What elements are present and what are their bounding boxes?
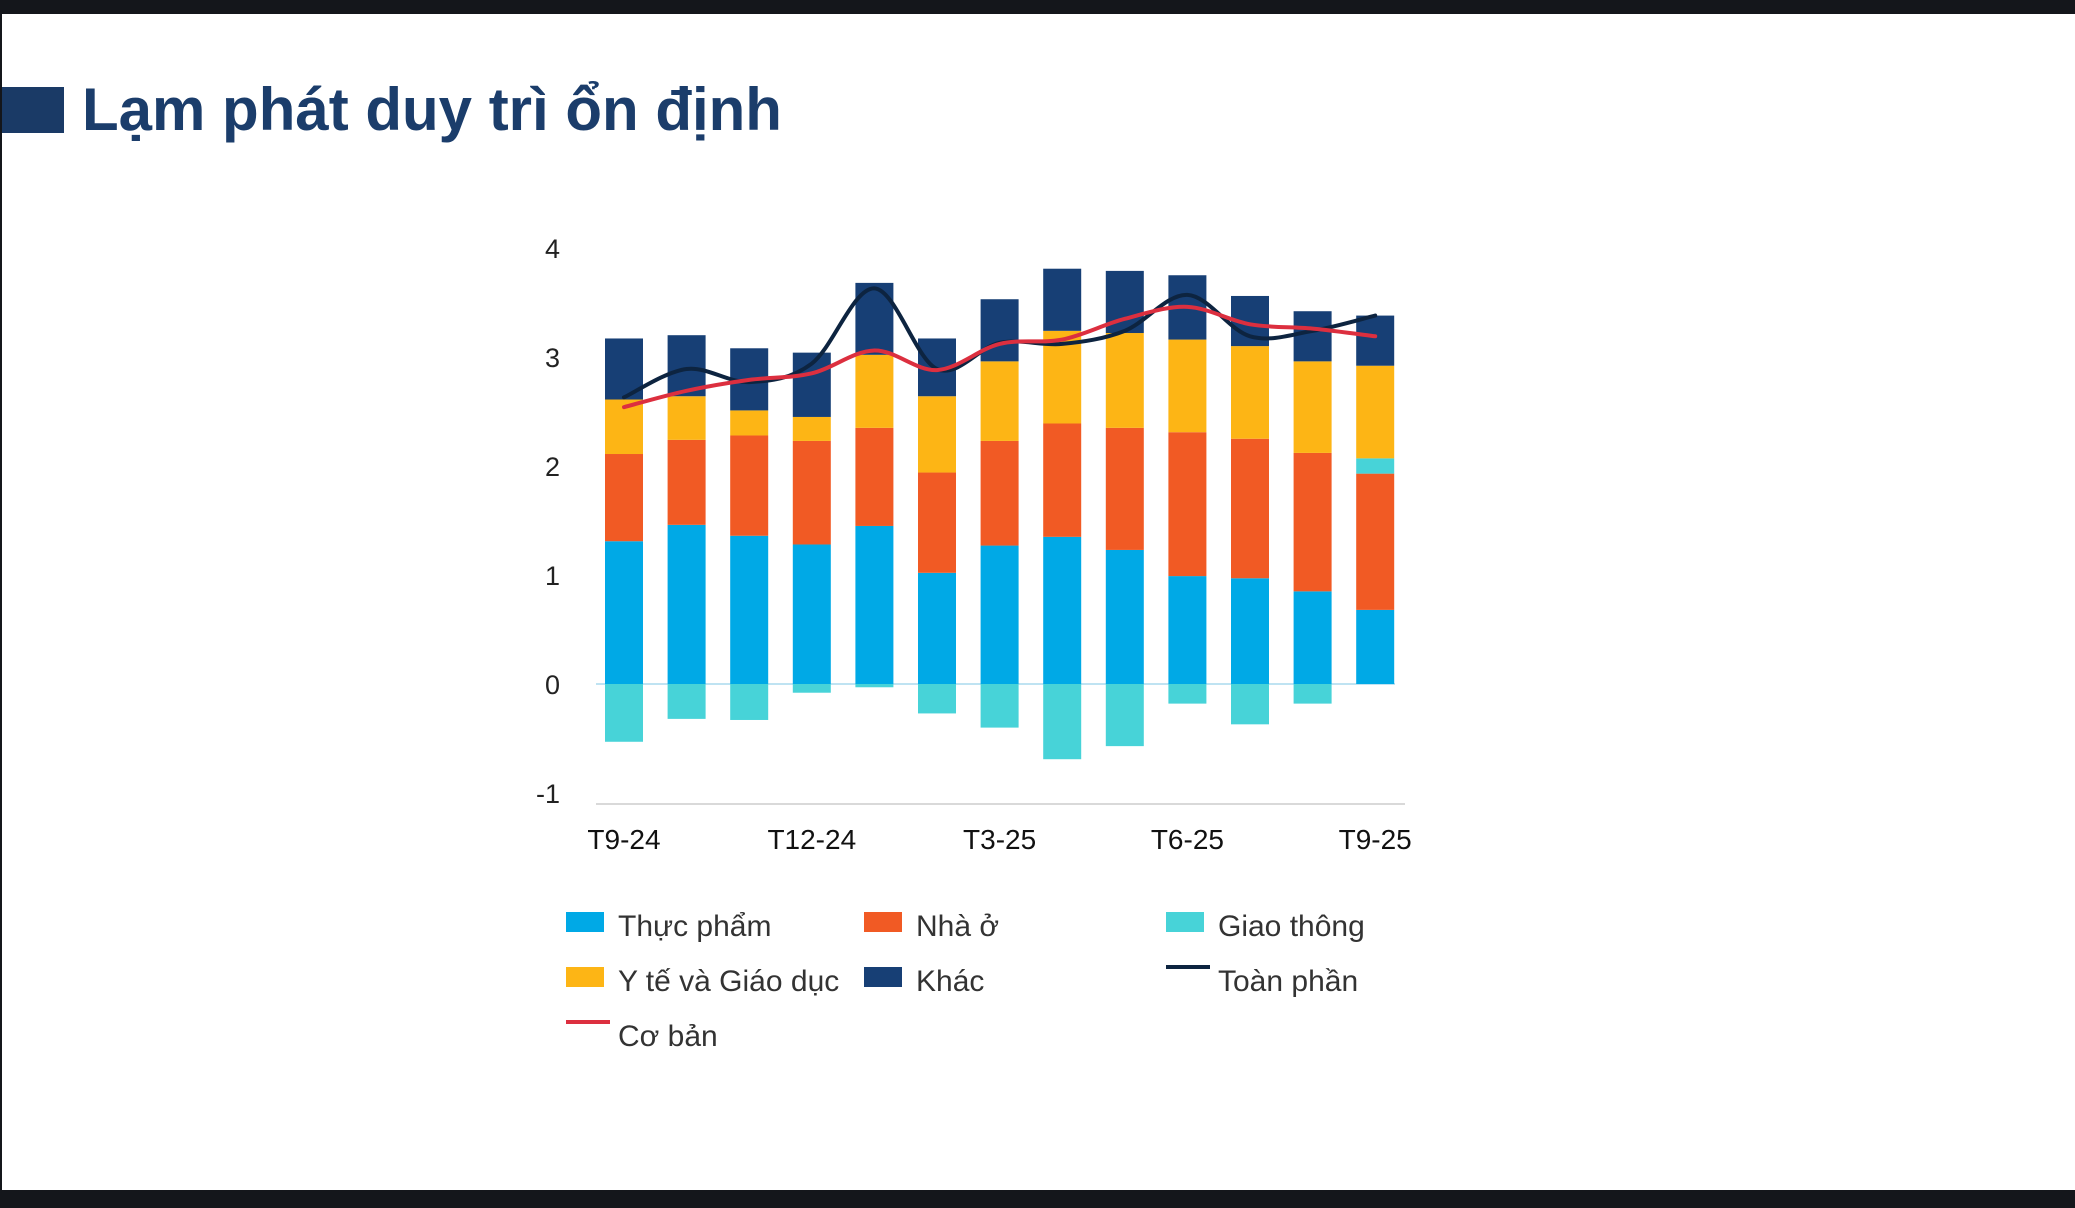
bar-giao-thông-t11-24 xyxy=(730,684,769,720)
bar-giao-thông-t7-25 xyxy=(1231,684,1269,725)
legend-swatch xyxy=(1166,912,1204,932)
title-accent-bar xyxy=(2,87,64,133)
legend-swatch xyxy=(566,912,604,932)
bar-giao-thông-t10-24 xyxy=(667,684,706,719)
bar-nhà-ở-t5-25 xyxy=(1105,427,1144,550)
bar-nhà-ở-t9-24 xyxy=(605,454,643,542)
legend-label: Cơ bản xyxy=(618,1020,718,1053)
x-tick-label: T9-25 xyxy=(1339,824,1412,855)
legend-label: Toàn phần xyxy=(1218,965,1358,998)
bar-khác-t9-25 xyxy=(1356,315,1395,366)
y-tick-label: 3 xyxy=(545,343,560,373)
bar-khác-t10-24 xyxy=(667,335,706,397)
bar-thực-phẩm-t6-25 xyxy=(1168,576,1207,684)
bar-giao-thông-t3-25 xyxy=(980,684,1019,728)
x-tick-label: T9-24 xyxy=(587,824,660,855)
bar-nhà-ở-t8-25 xyxy=(1293,452,1332,592)
bar-thực-phẩm-t2-25 xyxy=(918,572,956,684)
bar-thực-phẩm-t9-25 xyxy=(1356,609,1395,684)
legend-label: Nhà ở xyxy=(916,910,999,943)
bar-y-tế-và-giáo-dục-t4-25 xyxy=(1043,330,1082,424)
legend-swatch xyxy=(864,967,902,987)
bar-y-tế-và-giáo-dục-t12-24 xyxy=(792,416,831,441)
legend-item: Toàn phần xyxy=(1166,965,1358,998)
bar-thực-phẩm-t3-25 xyxy=(980,545,1019,684)
legend: Thực phẩm Nhà ở Giao thông Y tế và Giáo dục… xyxy=(566,910,1365,1053)
y-tick-label: 1 xyxy=(545,561,560,591)
bar-giao-thông-t2-25 xyxy=(918,684,956,714)
bar-y-tế-và-giáo-dục-t1-25 xyxy=(855,354,894,428)
bar-thực-phẩm-t4-25 xyxy=(1043,536,1082,684)
bar-giao-thông-t5-25 xyxy=(1105,684,1144,747)
bar-nhà-ở-t10-24 xyxy=(667,439,706,525)
bar-thực-phẩm-t12-24 xyxy=(792,544,831,684)
bar-thực-phẩm-t11-24 xyxy=(730,535,769,684)
y-tick-label: 2 xyxy=(545,452,560,482)
legend-item: Y tế và Giáo dục xyxy=(566,965,839,998)
slide-title: Lạm phát duy trì ổn định xyxy=(82,76,782,143)
bar-thực-phẩm-t1-25 xyxy=(855,525,894,684)
bar-thực-phẩm-t5-25 xyxy=(1105,549,1144,684)
bar-y-tế-và-giáo-dục-t5-25 xyxy=(1105,333,1144,428)
bar-nhà-ở-t4-25 xyxy=(1043,423,1082,537)
bar-thực-phẩm-t10-24 xyxy=(667,524,706,684)
bar-nhà-ở-t9-25 xyxy=(1356,473,1395,610)
bar-nhà-ở-t6-25 xyxy=(1168,432,1207,577)
legend-item: Khác xyxy=(864,965,984,998)
slide: Lạm phát duy trì ổn định xyxy=(2,14,2075,1190)
legend-item: Giao thông xyxy=(1166,910,1365,943)
bar-nhà-ở-t11-24 xyxy=(730,435,769,536)
bar-nhà-ở-t7-25 xyxy=(1231,438,1269,579)
bars xyxy=(605,268,1395,760)
legend-item: Nhà ở xyxy=(864,910,999,943)
x-tick-label: T3-25 xyxy=(963,824,1036,855)
bar-y-tế-và-giáo-dục-t3-25 xyxy=(980,361,1019,441)
legend-item: Cơ bản xyxy=(566,1020,718,1053)
bar-thực-phẩm-t8-25 xyxy=(1293,591,1332,684)
legend-swatch xyxy=(864,912,902,932)
y-tick-label: 0 xyxy=(545,670,560,700)
bar-thực-phẩm-t9-24 xyxy=(605,541,643,684)
x-axis-ticks: T9-24 T12-24 T3-25 T6-25 T9-25 xyxy=(587,824,1411,855)
bar-nhà-ở-t12-24 xyxy=(792,440,831,545)
bar-y-tế-và-giáo-dục-t9-25 xyxy=(1356,365,1395,459)
legend-label: Thực phẩm xyxy=(618,910,771,943)
x-tick-label: T6-25 xyxy=(1151,824,1224,855)
bar-y-tế-và-giáo-dục-t7-25 xyxy=(1231,346,1269,439)
bar-khác-t8-25 xyxy=(1293,311,1332,362)
legend-label: Khác xyxy=(916,965,984,998)
bar-thực-phẩm-t7-25 xyxy=(1231,578,1269,684)
legend-swatch xyxy=(566,967,604,987)
bar-giao-thông-t9-25 xyxy=(1356,458,1395,474)
bar-y-tế-và-giáo-dục-t10-24 xyxy=(667,396,706,440)
bar-y-tế-và-giáo-dục-t8-25 xyxy=(1293,361,1332,453)
bar-y-tế-và-giáo-dục-t11-24 xyxy=(730,410,769,436)
bar-giao-thông-t9-24 xyxy=(605,684,643,742)
y-axis-ticks: 4 3 2 1 0 -1 xyxy=(536,234,560,809)
bar-nhà-ở-t2-25 xyxy=(918,472,956,573)
bar-giao-thông-t8-25 xyxy=(1293,684,1332,704)
legend-label: Giao thông xyxy=(1218,910,1365,943)
line-cơ-bản xyxy=(622,304,1378,410)
bar-y-tế-và-giáo-dục-t2-25 xyxy=(918,396,956,473)
bar-giao-thông-t1-25 xyxy=(855,684,894,688)
bar-khác-t4-25 xyxy=(1043,268,1082,331)
bar-nhà-ở-t3-25 xyxy=(980,440,1019,546)
y-tick-label: 4 xyxy=(545,234,560,264)
bar-khác-t3-25 xyxy=(980,299,1019,362)
bar-giao-thông-t6-25 xyxy=(1168,684,1207,704)
bar-giao-thông-t4-25 xyxy=(1043,684,1082,760)
bar-y-tế-và-giáo-dục-t6-25 xyxy=(1168,339,1207,433)
x-tick-label: T12-24 xyxy=(767,824,856,855)
bar-nhà-ở-t1-25 xyxy=(855,427,894,526)
legend-item: Thực phẩm xyxy=(566,910,771,943)
legend-label: Y tế và Giáo dục xyxy=(618,965,839,998)
bar-giao-thông-t12-24 xyxy=(792,684,831,693)
y-tick-label: -1 xyxy=(536,779,560,809)
